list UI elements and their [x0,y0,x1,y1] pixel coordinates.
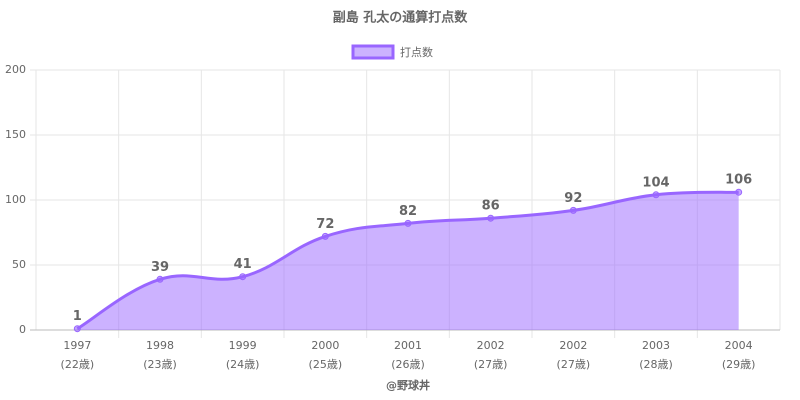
x-tick-sublabel: (25歳) [309,358,343,371]
x-tick-label: 2004 [725,339,753,352]
point [652,191,660,199]
area [77,192,739,330]
point [735,188,743,196]
point [239,273,247,281]
value-label: 86 [482,199,500,214]
value-label: 82 [399,204,417,219]
y-tick-label: 150 [5,128,26,141]
x-tick-label: 2002 [559,339,587,352]
x-tick-label: 1998 [146,339,174,352]
point [569,206,577,214]
x-tick-label: 1999 [229,339,257,352]
x-tick-label: 1997 [63,339,91,352]
x-tick-sublabel: (24歳) [226,358,260,371]
value-label: 39 [151,260,169,275]
x-tick-label: 2000 [311,339,339,352]
x-tick-sublabel: (29歳) [722,358,756,371]
legend-label: 打点数 [400,45,433,59]
value-label: 104 [642,175,669,190]
y-tick-label: 0 [19,323,26,336]
y-tick-label: 50 [12,258,26,271]
x-tick-sublabel: (26歳) [391,358,425,371]
point [404,219,412,227]
value-label: 92 [564,191,582,206]
x-tick-sublabel: (22歳) [61,358,95,371]
footer: @野球丼 [386,378,430,392]
value-label: 72 [316,217,334,232]
point [73,325,81,333]
x-tick-sublabel: (27歳) [557,358,591,371]
x-tick-label: 2001 [394,339,422,352]
y-tick-label: 200 [5,63,26,76]
value-label: 1 [73,309,82,324]
value-label: 41 [234,257,252,272]
x-tick-sublabel: (23歳) [143,358,177,371]
x-tick-label: 2003 [642,339,670,352]
chart-title: 副島 孔太の通算打点数 [333,10,469,26]
x-tick-label: 2002 [477,339,505,352]
y-tick-label: 100 [5,193,26,206]
point [487,214,495,222]
value-label: 106 [725,173,752,188]
point [156,275,164,283]
x-tick-sublabel: (28歳) [639,358,673,371]
point [321,232,329,240]
x-tick-sublabel: (27歳) [474,358,508,371]
legend-swatch [351,44,395,60]
